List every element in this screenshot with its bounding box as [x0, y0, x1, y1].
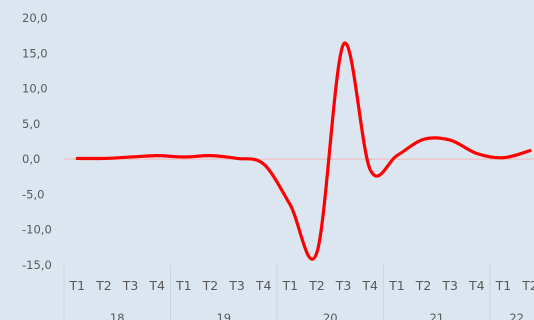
- x-tick-label: T4: [148, 278, 165, 293]
- x-group-label: 22: [509, 311, 524, 320]
- x-tick-label: T1: [175, 278, 192, 293]
- y-tick-label: -5,0: [22, 187, 44, 201]
- x-group-label: 20: [323, 311, 338, 320]
- x-tick-label: T4: [468, 278, 485, 293]
- x-tick-label: T1: [388, 278, 405, 293]
- x-tick-label: T3: [228, 278, 245, 293]
- x-tick-label: T1: [495, 278, 512, 293]
- y-tick-label: -10,0: [22, 223, 52, 237]
- x-tick-label: T4: [255, 278, 272, 293]
- x-group-label: 21: [429, 311, 444, 320]
- y-tick-label: 20,0: [22, 11, 48, 25]
- x-tick-label: T1: [69, 278, 86, 293]
- x-group-label: 19: [216, 311, 231, 320]
- y-tick-label: 5,0: [22, 117, 40, 131]
- x-group-label: 18: [110, 311, 125, 320]
- x-tick-label: T2: [308, 278, 325, 293]
- x-tick-label: T4: [361, 278, 378, 293]
- series-line: [75, 41, 532, 261]
- x-tick-label: T2: [95, 278, 112, 293]
- y-tick-label: 15,0: [22, 46, 48, 60]
- x-tick-label: T2: [521, 278, 534, 293]
- x-tick-label: T3: [122, 278, 139, 293]
- y-tick-label: 10,0: [22, 82, 48, 96]
- y-tick-label: 0,0: [22, 152, 40, 166]
- y-tick-label: -15,0: [22, 258, 52, 272]
- x-tick-label: T3: [441, 278, 458, 293]
- x-tick-label: T1: [282, 278, 299, 293]
- x-tick-label: T3: [335, 278, 352, 293]
- x-tick-label: T2: [415, 278, 432, 293]
- x-tick-label: T2: [202, 278, 219, 293]
